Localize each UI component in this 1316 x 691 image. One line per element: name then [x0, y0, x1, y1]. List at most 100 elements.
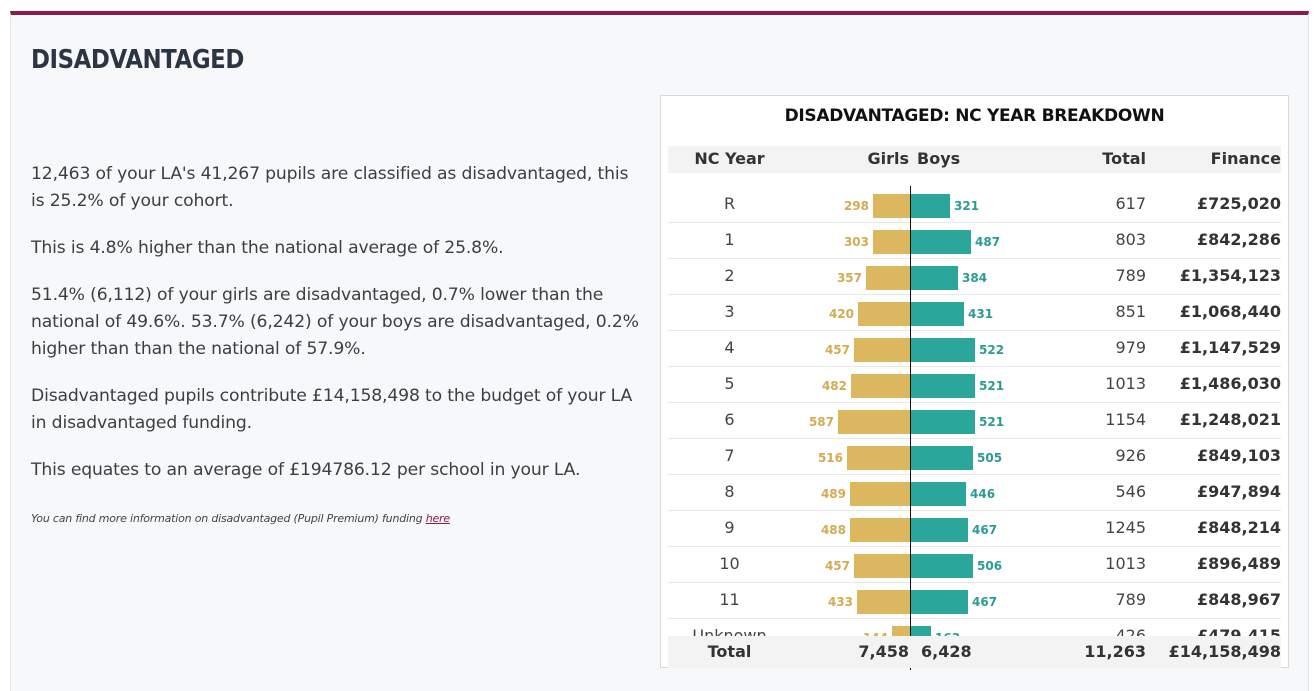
girls-bar-label: 488	[820, 523, 846, 537]
table-row: 5 482 521 1013 £1,486,030	[668, 366, 1281, 403]
girls-bar-label: 420	[828, 307, 854, 321]
gender-axis-line	[910, 186, 911, 670]
footer-total: 11,263	[1084, 642, 1146, 661]
table-row: R 298 321 617 £725,020	[668, 186, 1281, 223]
row-total: 546	[1115, 482, 1146, 501]
header-total: Total	[1102, 149, 1146, 168]
boys-bar	[911, 266, 958, 290]
girls-bar	[866, 266, 910, 290]
girls-bar	[854, 338, 910, 362]
boys-bar-label: 431	[968, 307, 994, 321]
row-nc-year: 7	[724, 446, 735, 465]
row-nc-year: 9	[724, 518, 735, 537]
girls-bar	[847, 446, 910, 470]
boys-bar	[911, 482, 966, 506]
girls-bar	[851, 374, 910, 398]
footer-girls: 7,458	[858, 642, 909, 661]
funding-note: You can find more information on disadva…	[31, 512, 646, 525]
table-row: 6 587 521 1154 £1,248,021	[668, 402, 1281, 439]
table-header: NC Year Girls Boys Total Finance	[668, 146, 1281, 173]
table-title: DISADVANTAGED: NC YEAR BREAKDOWN	[784, 106, 1165, 126]
row-nc-year: 3	[724, 302, 735, 321]
row-nc-year: 6	[724, 410, 735, 429]
table-row: 8 489 446 546 £947,894	[668, 474, 1281, 511]
girls-bar-label: 457	[824, 343, 850, 357]
row-nc-year: 1	[724, 230, 735, 249]
row-finance: £848,967	[1196, 590, 1281, 609]
girls-bar	[858, 302, 910, 326]
funding-link[interactable]: here	[425, 512, 450, 525]
header-boys: Boys	[917, 149, 961, 168]
row-nc-year: 5	[724, 374, 735, 393]
header-girls: Girls	[867, 149, 909, 168]
row-total: 979	[1115, 338, 1146, 357]
summary-paragraph: This equates to an average of £194786.12…	[31, 460, 581, 480]
table-row: 3 420 431 851 £1,068,440	[668, 294, 1281, 331]
summary-paragraph: This is 4.8% higher than the national av…	[31, 238, 504, 258]
girls-bar	[850, 518, 910, 542]
boys-bar-label: 505	[977, 451, 1003, 465]
girls-bar-label: 357	[836, 271, 862, 285]
boys-bar	[911, 374, 975, 398]
girls-bar-label: 303	[843, 235, 869, 249]
boys-bar	[911, 194, 950, 218]
row-finance: £842,286	[1196, 230, 1281, 249]
girls-bar-label: 516	[817, 451, 843, 465]
girls-bar-label: 482	[821, 379, 847, 393]
table-footer: Total 7,458 6,428 11,263 £14,158,498	[668, 636, 1281, 668]
row-total: 789	[1115, 266, 1146, 285]
row-finance: £1,147,529	[1179, 338, 1281, 357]
boys-bar	[911, 338, 975, 362]
girls-bar-label: 433	[827, 595, 853, 609]
girls-bar	[873, 194, 910, 218]
nc-year-breakdown-table: DISADVANTAGED: NC YEAR BREAKDOWN NC Year…	[660, 95, 1289, 670]
row-total: 851	[1115, 302, 1146, 321]
row-nc-year: R	[723, 194, 736, 213]
boys-bar-label: 506	[977, 559, 1003, 573]
table-row: 2 357 384 789 £1,354,123	[668, 258, 1281, 295]
row-finance: £947,894	[1196, 482, 1281, 501]
boys-bar	[911, 230, 971, 254]
row-total: 926	[1115, 446, 1146, 465]
row-nc-year: 4	[724, 338, 735, 357]
footer-label: Total	[707, 642, 752, 661]
footer-boys: 6,428	[921, 642, 972, 661]
disadvantaged-panel: DISADVANTAGED 12,463 of your LA's 41,267…	[10, 11, 1309, 691]
summary-text: 12,463 of your LA's 41,267 pupils are cl…	[31, 161, 646, 525]
row-total: 803	[1115, 230, 1146, 249]
summary-paragraph: 12,463 of your LA's 41,267 pupils are cl…	[31, 164, 629, 211]
header-nc-year: NC Year	[694, 149, 765, 168]
row-total: 1013	[1105, 374, 1146, 393]
row-finance: £725,020	[1196, 194, 1281, 213]
summary-paragraph: Disadvantaged pupils contribute £14,158,…	[31, 386, 633, 433]
boys-bar	[911, 410, 975, 434]
boys-bar	[911, 554, 973, 578]
row-total: 789	[1115, 590, 1146, 609]
girls-bar-label: 489	[820, 487, 846, 501]
girls-bar	[857, 590, 910, 614]
boys-bar-label: 321	[954, 199, 980, 213]
boys-bar-label: 446	[970, 487, 996, 501]
boys-bar-label: 467	[972, 595, 998, 609]
row-total: 617	[1115, 194, 1146, 213]
row-finance: £1,486,030	[1179, 374, 1281, 393]
summary-paragraph: 51.4% (6,112) of your girls are disadvan…	[31, 285, 639, 359]
girls-bar-label: 587	[808, 415, 834, 429]
row-nc-year: 2	[724, 266, 735, 285]
row-finance: £896,489	[1196, 554, 1281, 573]
row-total: 1154	[1105, 410, 1146, 429]
row-nc-year: 10	[719, 554, 740, 573]
row-finance: £848,214	[1196, 518, 1281, 537]
boys-bar-label: 521	[979, 415, 1005, 429]
boys-bar-label: 521	[979, 379, 1005, 393]
row-finance: £849,103	[1196, 446, 1281, 465]
boys-bar	[911, 590, 968, 614]
girls-bar-label: 457	[824, 559, 850, 573]
boys-bar-label: 487	[975, 235, 1001, 249]
section-title: DISADVANTAGED	[31, 45, 244, 75]
row-total: 1245	[1105, 518, 1146, 537]
row-nc-year: 11	[719, 590, 740, 609]
row-total: 1013	[1105, 554, 1146, 573]
table-row: 11 433 467 789 £848,967	[668, 582, 1281, 619]
girls-bar	[854, 554, 910, 578]
